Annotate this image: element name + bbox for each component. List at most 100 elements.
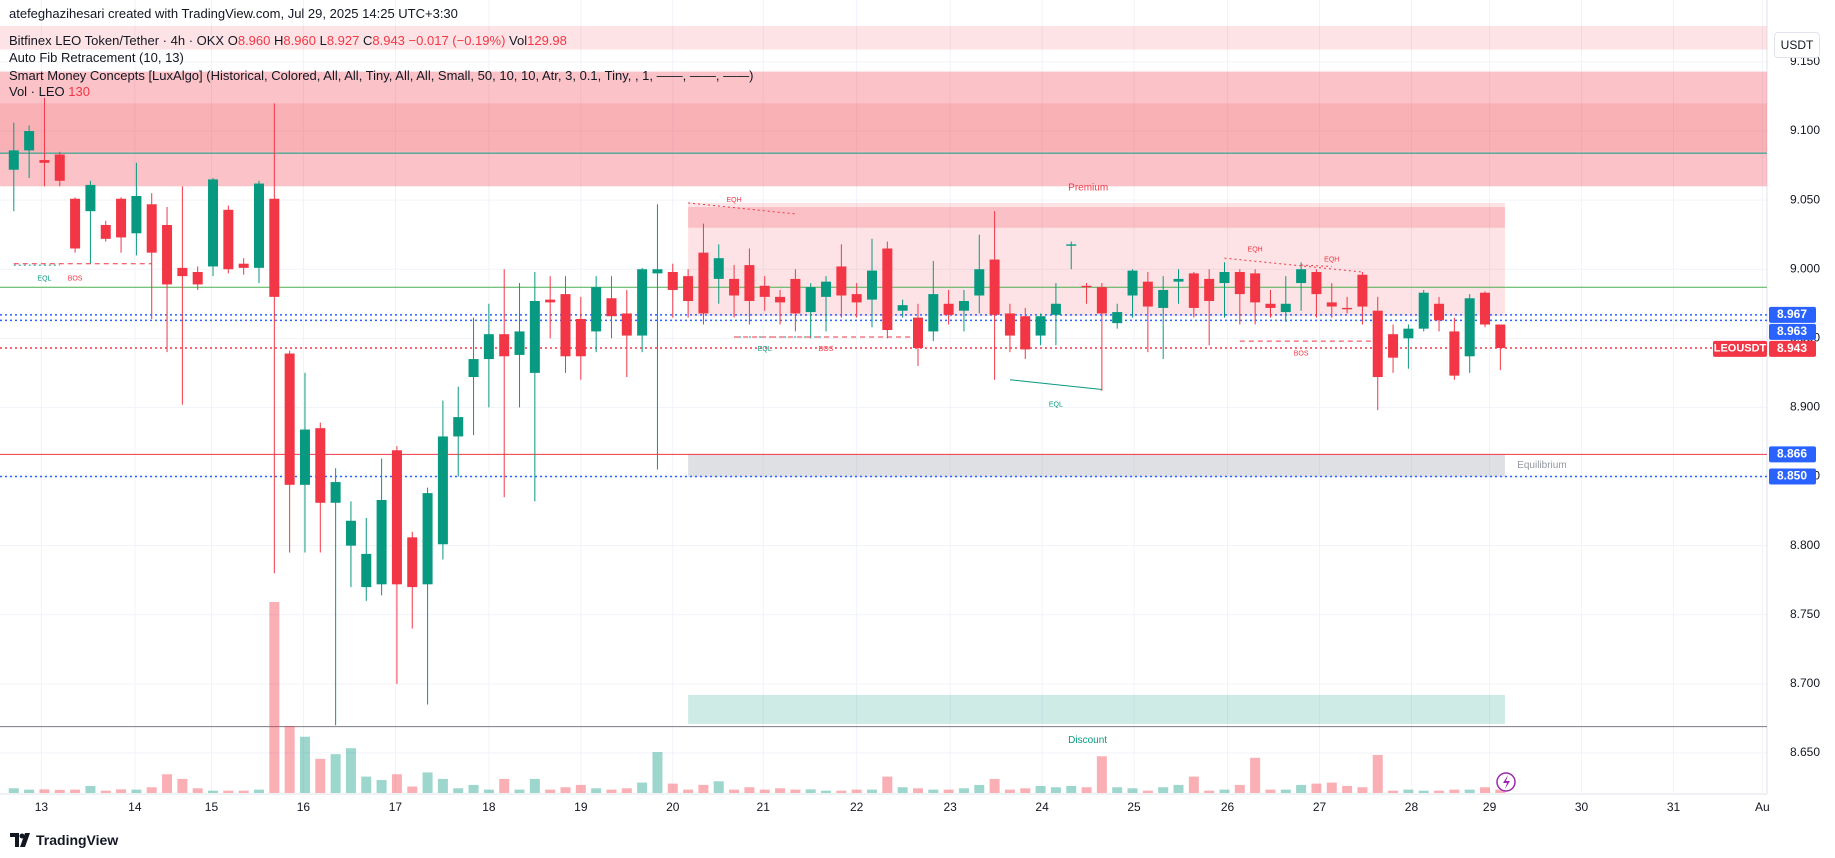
volume-bar (437, 778, 448, 793)
candle-body (882, 248, 893, 331)
candle-body (989, 259, 1000, 315)
change: −0.017 (−0.19%) (408, 33, 506, 48)
volume-bar (162, 774, 173, 793)
x-tick-label: 25 (1127, 800, 1141, 814)
ohlc-label: C (362, 33, 373, 48)
volume-bar (851, 789, 862, 793)
candle-body (1403, 328, 1414, 339)
x-tick-label: 21 (757, 800, 771, 814)
volume-bar (146, 787, 157, 793)
volume-bar (70, 789, 81, 793)
volume-bar (1418, 790, 1429, 793)
volume-bar (652, 752, 663, 793)
candle-body (1127, 270, 1138, 296)
volume-name: Vol · LEO (9, 84, 65, 99)
volume-bar (24, 789, 35, 793)
x-tick-label: 14 (128, 800, 142, 814)
volume-bar (759, 789, 770, 793)
price-badge-label: 8.963 (1777, 324, 1807, 338)
y-tick-label: 8.650 (1790, 745, 1820, 759)
candle-body (1388, 334, 1399, 358)
candle-body (1326, 302, 1337, 307)
candle-body (928, 294, 939, 332)
candle-body (943, 303, 954, 315)
candle-body (422, 493, 433, 585)
structure-line (1009, 379, 1102, 390)
candle-body (70, 198, 81, 249)
volume-bar (882, 776, 893, 793)
x-tick-label: 17 (389, 800, 403, 814)
candle-body (453, 417, 464, 437)
volume-bar (729, 789, 740, 793)
zone-label: Premium (1068, 182, 1108, 193)
x-tick-label: 24 (1035, 800, 1049, 814)
candle-body (591, 287, 602, 332)
volume-bar (422, 772, 433, 793)
zone (0, 71, 1767, 187)
structure-label: BOS (1294, 350, 1309, 357)
price-badge (1769, 306, 1816, 323)
volume-bar (208, 790, 219, 793)
volume-bar (1449, 789, 1460, 793)
volume-bar (1096, 756, 1107, 793)
indicator[interactable]: Smart Money Concepts [LuxAlgo] (Historic… (9, 68, 754, 83)
candle-body (223, 209, 234, 270)
volume-bar (315, 758, 326, 793)
candle-body (499, 334, 510, 357)
zone (688, 694, 1505, 724)
candle-body (759, 285, 770, 297)
volume-bar (39, 789, 50, 793)
candle-body (391, 450, 402, 585)
candle-body (1250, 273, 1261, 303)
volume-bar (1173, 784, 1184, 793)
candle-body (39, 160, 50, 163)
candle-body (483, 334, 494, 360)
currency-button[interactable]: USDT (1774, 32, 1820, 58)
candle-body (1112, 312, 1123, 324)
symbol-badge-label: LEOUSDT (1714, 343, 1767, 355)
candle-body (345, 520, 356, 546)
candle-body (805, 287, 816, 313)
volume-bar (1480, 787, 1491, 793)
volume-bar (453, 788, 464, 793)
zone (688, 207, 1505, 228)
candle-body (284, 353, 295, 485)
candle-body (912, 317, 923, 349)
candle-body (1372, 310, 1383, 378)
structure-label: EQH (726, 197, 741, 204)
volume-bar (131, 789, 142, 793)
volume-bar (391, 774, 402, 793)
volume-bar (468, 784, 479, 793)
indicator[interactable]: Auto Fib Retracement (10, 13) (9, 50, 184, 65)
candle-body (514, 331, 525, 355)
candle-body (698, 252, 709, 314)
x-tick-label: 27 (1313, 800, 1327, 814)
volume-bar (958, 788, 969, 793)
candle-body (1219, 271, 1230, 284)
candle-body (1188, 273, 1199, 308)
volume-bar (667, 783, 678, 793)
candle-body (1050, 303, 1061, 315)
candle-body (177, 267, 188, 277)
candle-body (269, 198, 280, 297)
y-tick-label: 8.900 (1790, 400, 1820, 414)
volume-bar (1326, 782, 1337, 793)
price-badge (1769, 446, 1816, 463)
candle-body (1265, 303, 1276, 308)
y-tick-label: 9.050 (1790, 192, 1820, 206)
volume-bar (253, 789, 264, 793)
candle-body (621, 313, 632, 336)
candle-body (376, 500, 387, 585)
candle-body (238, 263, 249, 268)
volume-legend[interactable]: Vol · LEO 130 (9, 84, 90, 100)
candle-body (437, 436, 448, 545)
volume-bar (407, 786, 418, 793)
volume-bar (1112, 787, 1123, 793)
volume-bar (1142, 790, 1153, 793)
structure-label: EQH (1324, 256, 1339, 263)
candle-body (851, 294, 862, 303)
author-line: atefeghazihesari created with TradingVie… (9, 6, 458, 21)
volume-bar (1388, 790, 1399, 793)
candle-body (790, 278, 801, 314)
